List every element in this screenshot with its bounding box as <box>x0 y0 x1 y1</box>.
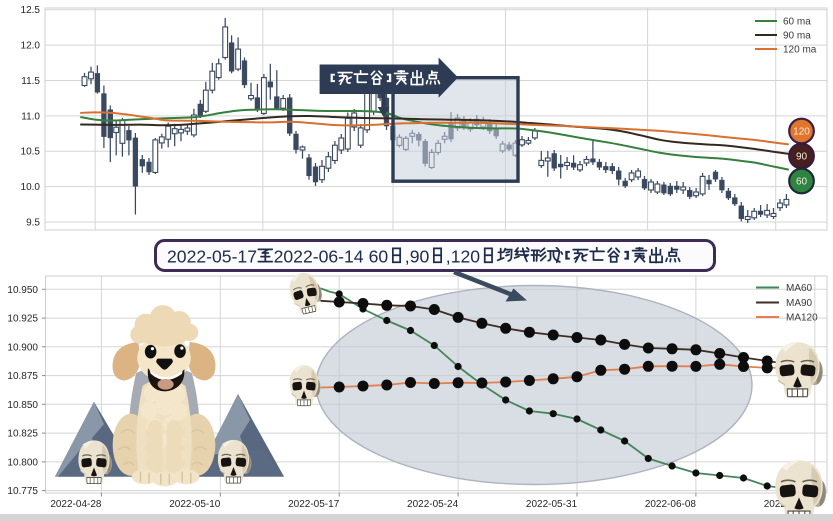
svg-text:MA60: MA60 <box>786 283 813 294</box>
svg-text:2022-05-24: 2022-05-24 <box>407 499 459 510</box>
svg-text:120: 120 <box>451 247 481 267</box>
svg-text:10.875: 10.875 <box>7 371 38 382</box>
svg-text:10.900: 10.900 <box>7 342 38 353</box>
svg-text:2022-05-31: 2022-05-31 <box>526 499 578 510</box>
svg-text:90: 90 <box>796 152 808 163</box>
svg-text:10.0: 10.0 <box>21 182 41 193</box>
svg-text:10.775: 10.775 <box>7 486 38 497</box>
svg-text:12.5: 12.5 <box>21 5 41 16</box>
svg-text:60: 60 <box>796 177 808 188</box>
svg-text:,: , <box>405 247 410 267</box>
svg-text:,: , <box>446 247 451 267</box>
svg-text:10.925: 10.925 <box>7 314 38 325</box>
svg-text:12.0: 12.0 <box>21 41 41 52</box>
svg-text:9.5: 9.5 <box>26 218 40 229</box>
svg-text:90: 90 <box>410 247 430 267</box>
svg-text:11.5: 11.5 <box>21 76 40 87</box>
svg-text:11.0: 11.0 <box>21 111 40 122</box>
svg-text:MA120: MA120 <box>786 313 818 324</box>
svg-text:60: 60 <box>369 247 389 267</box>
svg-text:120 ma: 120 ma <box>783 45 817 56</box>
svg-text:2022-05-17: 2022-05-17 <box>288 499 340 510</box>
svg-text:10.800: 10.800 <box>7 457 38 468</box>
svg-text:10.950: 10.950 <box>7 285 38 296</box>
svg-text:MA90: MA90 <box>786 298 813 309</box>
svg-text:2022-06-08: 2022-06-08 <box>645 499 697 510</box>
svg-text:2022-04-28: 2022-04-28 <box>50 499 102 510</box>
svg-text:90 ma: 90 ma <box>783 31 811 42</box>
svg-text:120: 120 <box>793 127 810 138</box>
svg-text:10.825: 10.825 <box>7 429 38 440</box>
svg-text:2022-05-17: 2022-05-17 <box>167 247 257 267</box>
svg-text:60 ma: 60 ma <box>783 17 811 28</box>
svg-text:2022-06-14: 2022-06-14 <box>274 247 364 267</box>
svg-text:10.850: 10.850 <box>7 400 38 411</box>
svg-text:2022-05-10: 2022-05-10 <box>169 499 221 510</box>
svg-text:10.5: 10.5 <box>21 147 41 158</box>
